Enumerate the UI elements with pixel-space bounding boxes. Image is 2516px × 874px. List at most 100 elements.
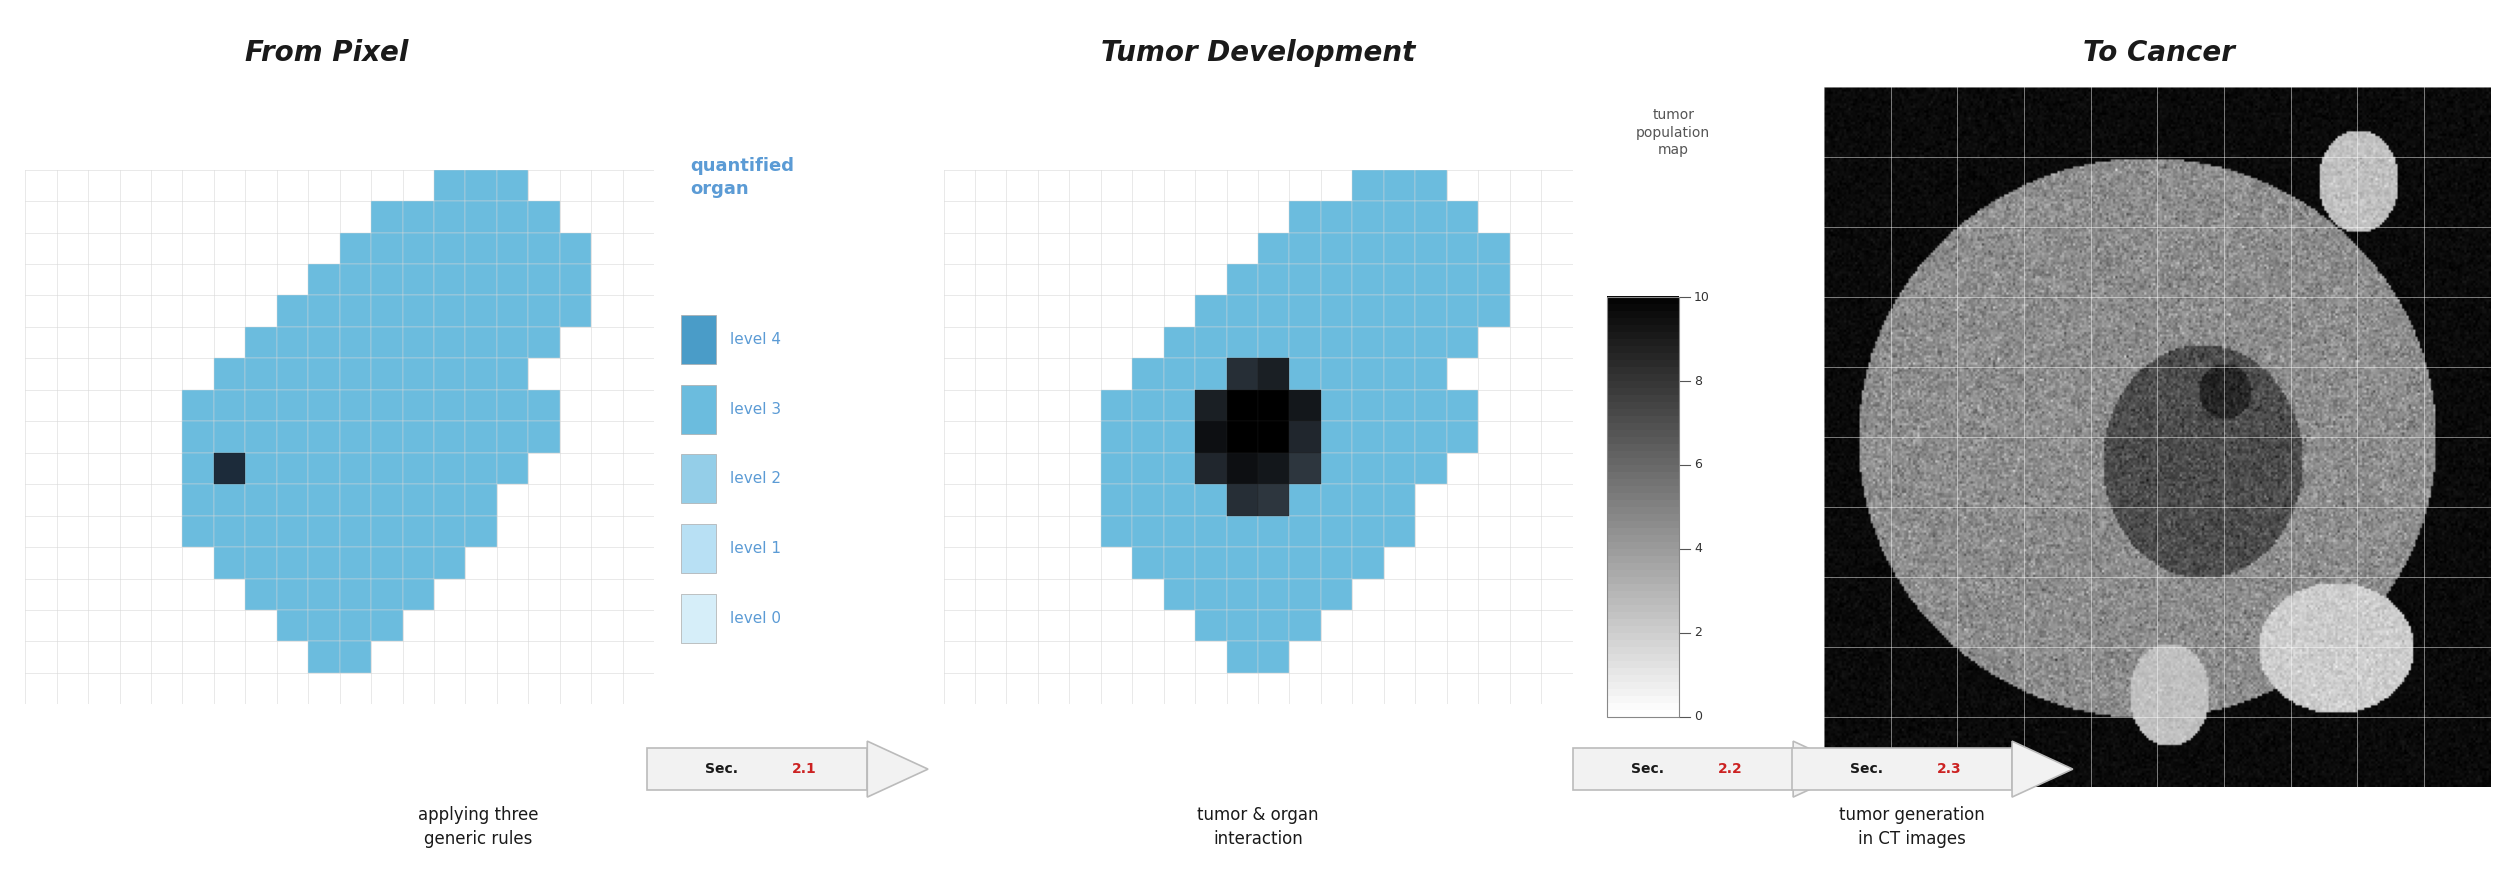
Bar: [1384, 421, 1417, 453]
Bar: [1608, 645, 1678, 654]
Bar: [403, 358, 435, 390]
Bar: [1354, 390, 1384, 421]
Bar: [1414, 295, 1447, 327]
Bar: [1608, 687, 1678, 696]
FancyBboxPatch shape: [1572, 748, 1794, 790]
Bar: [498, 201, 528, 232]
Text: Sec.: Sec.: [1630, 762, 1663, 776]
Bar: [1258, 421, 1291, 453]
Bar: [1258, 295, 1291, 327]
Bar: [1608, 344, 1678, 353]
Bar: [1354, 358, 1384, 390]
Bar: [1291, 453, 1321, 484]
Bar: [1258, 232, 1291, 264]
Bar: [1195, 421, 1228, 453]
Bar: [1608, 316, 1678, 325]
Bar: [1258, 516, 1291, 547]
Bar: [465, 421, 498, 453]
Bar: [403, 264, 435, 295]
Bar: [1195, 484, 1228, 516]
Bar: [403, 547, 435, 579]
Bar: [1384, 201, 1417, 232]
Bar: [1228, 327, 1258, 358]
Bar: [1608, 297, 1678, 717]
Bar: [1608, 547, 1678, 556]
Bar: [682, 594, 717, 643]
Bar: [465, 264, 498, 295]
Bar: [435, 484, 465, 516]
Bar: [309, 610, 340, 642]
Bar: [214, 453, 247, 484]
Bar: [340, 453, 372, 484]
Text: Sec.: Sec.: [1849, 762, 1882, 776]
Bar: [1321, 358, 1354, 390]
Bar: [1291, 484, 1321, 516]
Bar: [340, 327, 372, 358]
Bar: [403, 516, 435, 547]
Bar: [465, 170, 498, 201]
Bar: [1354, 484, 1384, 516]
Bar: [1608, 575, 1678, 584]
Bar: [1414, 201, 1447, 232]
Bar: [498, 390, 528, 421]
Bar: [340, 547, 372, 579]
Text: 2.1: 2.1: [793, 762, 818, 776]
Bar: [1608, 400, 1678, 409]
Bar: [1165, 547, 1195, 579]
Bar: [1354, 295, 1384, 327]
Bar: [1608, 372, 1678, 381]
Bar: [1479, 295, 1510, 327]
Bar: [1132, 484, 1165, 516]
Bar: [465, 201, 498, 232]
Bar: [1165, 327, 1195, 358]
Bar: [528, 232, 561, 264]
Bar: [214, 516, 247, 547]
Bar: [372, 610, 403, 642]
Bar: [247, 390, 277, 421]
Bar: [498, 232, 528, 264]
Bar: [1321, 516, 1354, 547]
Bar: [372, 516, 403, 547]
Bar: [403, 579, 435, 610]
Text: tumor
population
map: tumor population map: [1635, 108, 1711, 157]
Bar: [1195, 358, 1228, 390]
Bar: [1321, 201, 1354, 232]
Bar: [435, 358, 465, 390]
Bar: [372, 295, 403, 327]
Bar: [1608, 379, 1678, 388]
Bar: [1195, 390, 1228, 421]
Bar: [1291, 264, 1321, 295]
Bar: [498, 327, 528, 358]
Bar: [1414, 327, 1447, 358]
Bar: [309, 421, 340, 453]
Text: level 4: level 4: [730, 331, 782, 347]
Bar: [1195, 327, 1228, 358]
Bar: [1132, 390, 1165, 421]
Bar: [403, 484, 435, 516]
Text: 10: 10: [1693, 291, 1711, 303]
Bar: [1228, 516, 1258, 547]
Bar: [309, 547, 340, 579]
Text: 8: 8: [1693, 375, 1701, 387]
Bar: [1447, 264, 1479, 295]
Bar: [1258, 642, 1291, 673]
Bar: [372, 390, 403, 421]
Bar: [1447, 232, 1479, 264]
Bar: [1291, 390, 1321, 421]
Bar: [372, 421, 403, 453]
Bar: [1384, 264, 1417, 295]
Bar: [277, 547, 309, 579]
Bar: [1384, 453, 1417, 484]
Bar: [1228, 610, 1258, 642]
Bar: [1132, 358, 1165, 390]
Bar: [247, 358, 277, 390]
Bar: [1228, 484, 1258, 516]
Bar: [277, 327, 309, 358]
Bar: [1414, 421, 1447, 453]
Bar: [682, 315, 717, 364]
Bar: [465, 327, 498, 358]
Bar: [1608, 638, 1678, 647]
Text: applying three
generic rules: applying three generic rules: [418, 806, 538, 848]
Bar: [1132, 516, 1165, 547]
Bar: [340, 390, 372, 421]
